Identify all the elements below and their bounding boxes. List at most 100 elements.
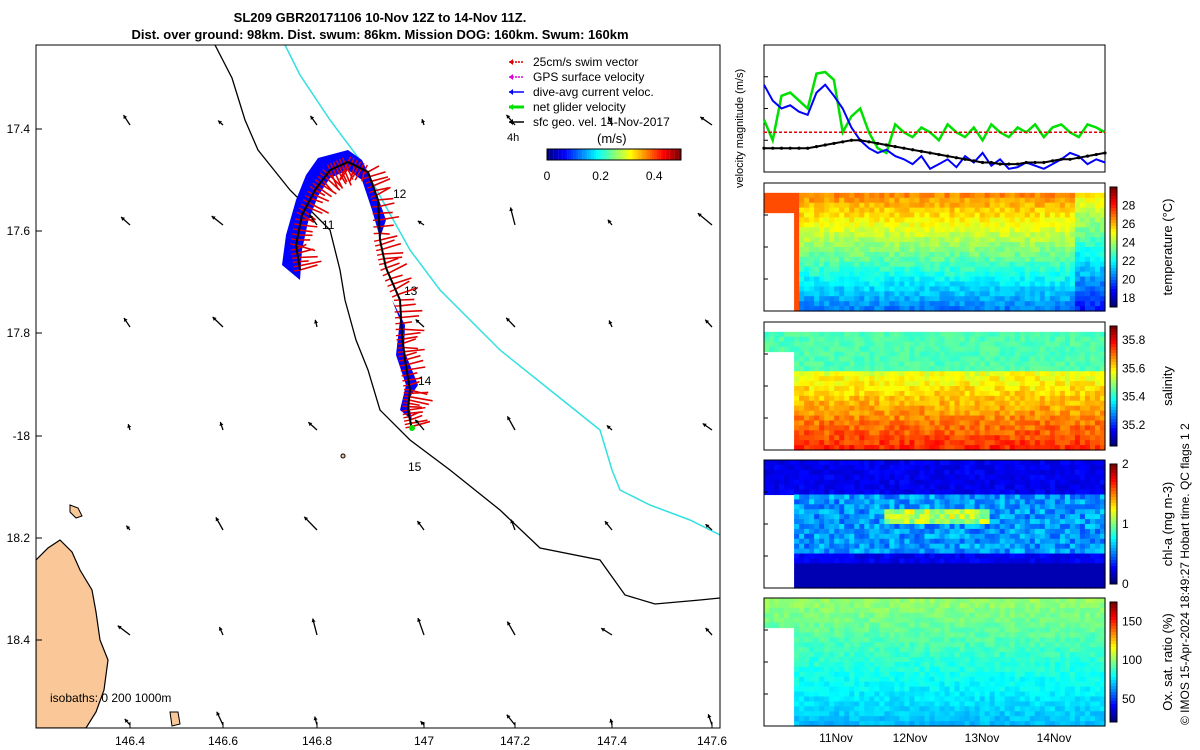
section-cell [974,381,981,387]
section-cell [1039,261,1046,268]
section-cell [834,524,840,530]
section-cell [844,400,850,407]
section-cell [794,524,800,530]
swim-vector [305,194,311,199]
section-cell [964,543,971,550]
section-cell [869,356,875,362]
legend-label: dive-avg current veloc. [533,85,654,99]
section-cell [839,276,845,283]
section-cell [944,415,951,422]
section-cell [819,237,825,243]
section-cell [1049,237,1056,243]
colorbar-cell [578,149,581,160]
section-cell [784,202,790,209]
section-cell [874,197,880,204]
section-cell [809,266,815,273]
section-cell [1099,261,1106,268]
section-cell [999,405,1006,412]
section-cell [869,251,875,258]
section-cell [889,242,895,248]
section-cell [879,251,885,258]
section-cell [799,227,805,233]
section-cell [1034,271,1041,278]
section-cell [964,266,971,273]
section-cell [1014,583,1021,589]
section-cell [824,301,830,307]
section-cell [959,222,966,228]
section-cell [969,242,976,248]
section-cell [854,251,860,258]
section-cell [844,346,850,353]
section-cell [864,573,870,579]
section-cell [899,415,906,422]
section-cell [854,548,860,555]
section-cell [994,251,1001,258]
section-cell [999,573,1006,579]
section-cell [1044,212,1051,219]
section-cell [849,435,855,441]
section-cell [989,361,996,367]
section-cell [984,509,991,515]
section-cell [779,460,785,466]
section-cell [899,291,906,297]
swim-vector [400,309,423,313]
section-cell [1014,381,1021,387]
section-cell [844,232,850,238]
section-colorbar-cell [1110,274,1117,278]
section-cell [879,212,885,219]
section-cell [1029,400,1036,407]
section-cell [924,474,931,481]
section-cell [824,366,830,372]
section-cell [1099,207,1106,214]
section-cell [954,346,961,353]
section-cell [1054,281,1061,287]
section-cell [1074,207,1081,214]
section-cell [979,281,986,287]
section-cell [929,336,936,343]
section-cell [1029,494,1036,500]
section-cell [814,331,820,338]
section-cell [1019,440,1026,446]
section-cell [1094,276,1101,283]
section-cell [924,528,931,535]
section-cell [804,371,810,377]
section-cell [819,395,825,402]
island [169,711,181,727]
section-cell [939,435,946,441]
section-cell [879,400,885,407]
section-cell [934,494,941,500]
section-cell [994,543,1001,550]
section-cell [959,356,966,362]
section-cell [964,237,971,243]
section-cell [849,232,855,238]
section-cell [1019,276,1026,283]
section-cell [804,366,810,372]
section-cell [1019,232,1026,238]
section-cell [1014,469,1021,476]
section-cell [909,301,916,307]
section-cell [919,479,926,486]
section-cell [994,494,1001,500]
section-cell [1009,494,1016,500]
section-cell [969,197,976,204]
y-tick-label: 18.4 [7,633,31,647]
section-cell [799,543,805,550]
section-cell [929,301,936,307]
section-cell [849,351,855,358]
section-cell [1054,395,1061,402]
section-cell [804,291,810,297]
section-cell [919,390,926,397]
section-cell [954,479,961,486]
section-cell [954,474,961,481]
section-cell [969,251,976,258]
section-cell [854,212,860,219]
section-cell [834,276,840,283]
section-cell [844,469,850,476]
section-cell [1014,232,1021,238]
section-cell [839,440,845,446]
section-cell [834,306,840,312]
section-cell [1009,232,1016,238]
section-cell [984,232,991,238]
section-cell [794,553,800,560]
section-cell [994,306,1001,312]
